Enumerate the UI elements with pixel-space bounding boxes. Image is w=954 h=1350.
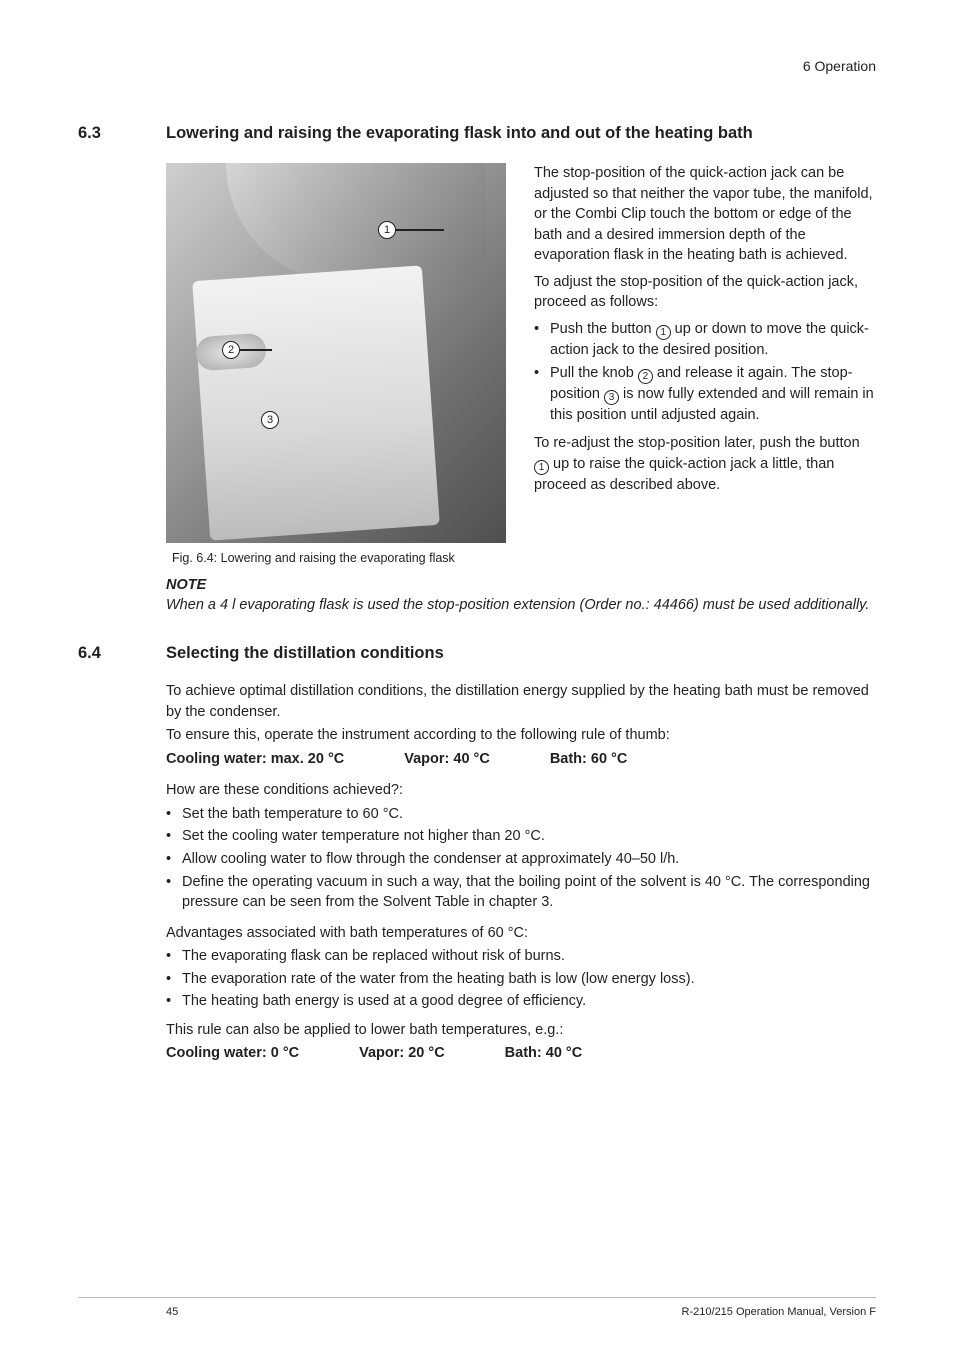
section-6-3-heading: 6.3 Lowering and raising the evaporating… <box>78 124 876 143</box>
callout-2: 2 <box>222 341 272 359</box>
temperature-rule-2: Cooling water: 0 °C Vapor: 20 °C Bath: 4… <box>166 1043 876 1064</box>
page-footer: 45 R-210/215 Operation Manual, Version F <box>78 1297 876 1318</box>
list-item: The evaporating flask can be replaced wi… <box>166 946 876 967</box>
ref-1-icon: 1 <box>534 460 549 475</box>
paragraph: How are these conditions achieved?: <box>166 780 876 801</box>
note-heading: NOTE <box>166 577 876 593</box>
page-number: 45 <box>166 1306 178 1318</box>
ref-2-icon: 2 <box>638 369 653 384</box>
section-6-4-body: To achieve optimal distillation conditio… <box>166 681 876 1065</box>
list-item: Push the button 1 up or down to move the… <box>534 319 876 361</box>
callout-3: 3 <box>261 411 279 429</box>
doc-id: R-210/215 Operation Manual, Version F <box>682 1306 876 1318</box>
section-6-4-heading: 6.4 Selecting the distillation condition… <box>78 644 876 663</box>
section-6-3-body: The stop-position of the quick-action ja… <box>534 163 876 501</box>
ref-1-icon: 1 <box>656 325 671 340</box>
cooling-water-temp: Cooling water: 0 °C <box>166 1043 299 1064</box>
list-item: Allow cooling water to flow through the … <box>166 849 876 870</box>
callout-circle: 3 <box>261 411 279 429</box>
list-item: Pull the knob 2 and release it again. Th… <box>534 363 876 426</box>
paragraph: The stop-position of the quick-action ja… <box>534 163 876 266</box>
section-number: 6.4 <box>78 644 166 663</box>
callout-circle: 2 <box>222 341 240 359</box>
callout-1: 1 <box>378 221 444 239</box>
paragraph: To achieve optimal distillation conditio… <box>166 681 876 724</box>
ref-3-icon: 3 <box>604 390 619 405</box>
paragraph: To adjust the stop-position of the quick… <box>534 272 876 313</box>
list-item: Define the operating vacuum in such a wa… <box>166 872 876 913</box>
note-body: When a 4 l evaporating flask is used the… <box>166 595 876 616</box>
bath-temp: Bath: 60 °C <box>550 749 628 770</box>
figure-caption: Fig. 6.4: Lowering and raising the evapo… <box>172 551 506 565</box>
cooling-water-temp: Cooling water: max. 20 °C <box>166 749 344 770</box>
section-title: Selecting the distillation conditions <box>166 644 876 663</box>
paragraph: This rule can also be applied to lower b… <box>166 1020 876 1041</box>
temperature-rule-1: Cooling water: max. 20 °C Vapor: 40 °C B… <box>166 749 876 770</box>
list-item: The evaporation rate of the water from t… <box>166 969 876 990</box>
callout-circle: 1 <box>378 221 396 239</box>
vapor-temp: Vapor: 40 °C <box>404 749 490 770</box>
list-item: Set the cooling water temperature not hi… <box>166 826 876 847</box>
vapor-temp: Vapor: 20 °C <box>359 1043 445 1064</box>
section-number: 6.3 <box>78 124 166 143</box>
paragraph: Advantages associated with bath temperat… <box>166 923 876 944</box>
running-header: 6 Operation <box>78 58 876 74</box>
paragraph: To ensure this, operate the instrument a… <box>166 725 876 746</box>
paragraph: To re-adjust the stop-position later, pu… <box>534 433 876 495</box>
figure-6-4: 1 2 3 Fig. 6.4: Lowering and raising the… <box>166 163 506 565</box>
figure-image: 1 2 3 <box>166 163 506 543</box>
section-title: Lowering and raising the evaporating fla… <box>166 124 876 143</box>
list-item: Set the bath temperature to 60 °C. <box>166 804 876 825</box>
list-item: The heating bath energy is used at a goo… <box>166 991 876 1012</box>
bath-temp: Bath: 40 °C <box>505 1043 583 1064</box>
